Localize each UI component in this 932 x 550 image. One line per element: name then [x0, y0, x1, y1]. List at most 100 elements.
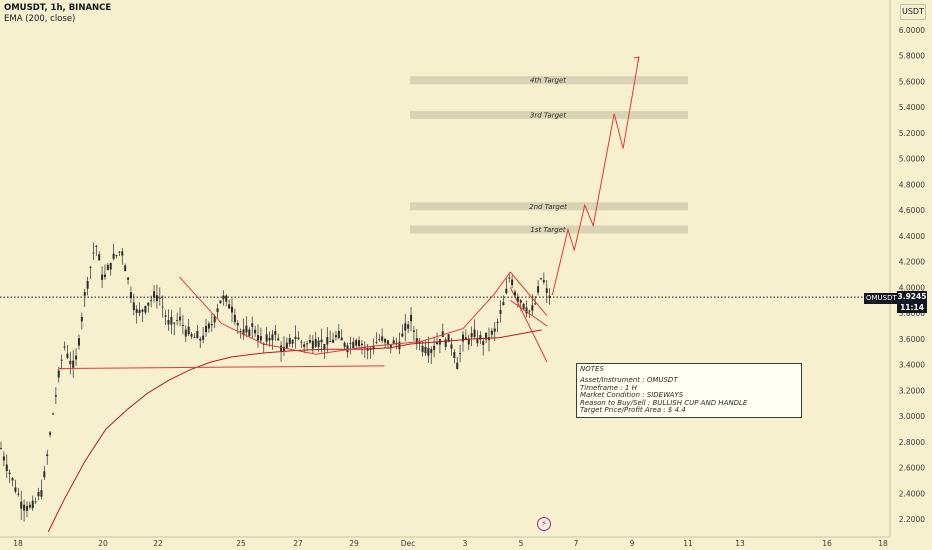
candle-body — [92, 252, 95, 254]
candle-body — [5, 464, 8, 472]
candle-body — [115, 255, 118, 257]
price-tick-label: 3.6000 — [899, 335, 925, 344]
candle-body — [528, 310, 531, 312]
candle-body — [51, 413, 54, 415]
target-zone[interactable] — [410, 76, 688, 85]
candle-body — [210, 323, 213, 326]
candle-body — [184, 329, 187, 337]
time-tick-label: 20 — [98, 539, 108, 548]
target-zone[interactable] — [410, 202, 688, 211]
candle-body — [63, 346, 66, 348]
candle-body — [317, 340, 320, 347]
candle-body — [508, 277, 511, 279]
candle-body — [153, 291, 156, 298]
candle-body — [129, 292, 132, 299]
candle-body — [170, 316, 173, 325]
candle-body — [358, 340, 361, 347]
candle-body — [173, 322, 176, 324]
candle-body — [366, 348, 369, 351]
candle-body — [83, 292, 86, 296]
candle-body — [404, 323, 407, 331]
candle-body — [242, 329, 245, 336]
notes-line: Market Condition : SIDEWAYS — [580, 391, 684, 400]
candle-body — [288, 338, 291, 345]
candle-body — [282, 346, 285, 351]
candle-body — [534, 303, 537, 305]
target-label: 1st Target — [530, 226, 566, 234]
candle-body — [459, 353, 462, 355]
candle-body — [479, 335, 482, 340]
candle-body — [291, 339, 294, 344]
candle-body — [141, 309, 144, 312]
candle-body — [98, 254, 101, 261]
lightning-icon[interactable]: ⚡ — [537, 517, 551, 531]
candle-body — [516, 296, 519, 302]
price-tick-label: 2.2000 — [899, 515, 925, 524]
candle-body — [0, 448, 2, 450]
target-zone[interactable] — [410, 225, 688, 234]
candle-body — [66, 353, 69, 358]
candle-body — [464, 337, 467, 341]
notes-line: Target Price/Profit Area : $ 4.4 — [580, 406, 686, 415]
candle-body — [531, 305, 534, 311]
price-tick-label: 5.2000 — [899, 129, 925, 138]
candle-body — [395, 342, 398, 344]
target-zone[interactable] — [410, 110, 688, 119]
price-tick-label: 2.8000 — [899, 438, 925, 447]
candle-body — [121, 251, 124, 256]
indicator-label[interactable]: EMA (200, close) — [4, 14, 76, 24]
notes-line: Asset/Instrument : OMUSDT — [580, 376, 678, 385]
candle-body — [539, 278, 542, 280]
candle-body — [349, 343, 352, 344]
candle-body — [259, 336, 262, 341]
candle-body — [545, 288, 548, 293]
candle-body — [436, 342, 439, 345]
price-tick-label: 2.4000 — [899, 489, 925, 498]
candle-body — [363, 347, 366, 349]
candle-body — [17, 493, 20, 495]
candle-body — [256, 335, 259, 341]
candle-body — [207, 323, 210, 329]
price-tick-label: 6.0000 — [899, 26, 925, 35]
candle-body — [308, 340, 311, 343]
candle-body — [118, 251, 121, 253]
time-tick-label: 29 — [349, 539, 359, 548]
candle-body — [329, 341, 332, 343]
cup-base-line — [58, 365, 385, 369]
candle-body — [77, 338, 80, 346]
candle-body — [490, 330, 493, 335]
cup-curve-drawing — [179, 271, 511, 355]
price-tick-label: 5.6000 — [899, 77, 925, 86]
candle-body — [43, 471, 46, 478]
candle-body — [144, 306, 147, 313]
candle-body — [54, 395, 57, 397]
candle-body — [28, 504, 31, 508]
candle-body — [496, 321, 499, 323]
candle-body — [513, 291, 516, 296]
candle-body — [86, 280, 89, 289]
candle-body — [106, 264, 109, 271]
candle-body — [311, 340, 314, 349]
candle-body — [441, 331, 444, 337]
candle-body — [332, 339, 335, 343]
time-tick-label: 22 — [153, 539, 163, 548]
candle-body — [112, 253, 115, 259]
notes-box[interactable]: NOTES Asset/Instrument : OMUSDT Timefram… — [576, 363, 802, 418]
candle-body — [542, 280, 545, 283]
candle-body — [164, 315, 167, 317]
candle-body — [334, 335, 337, 338]
candle-body — [80, 317, 83, 322]
price-tick-label: 4.6000 — [899, 206, 925, 215]
candle-body — [407, 324, 410, 329]
candle-body — [421, 345, 424, 353]
handle-mid-line — [510, 299, 548, 327]
candle-body — [300, 341, 303, 343]
currency-button[interactable]: USDT — [900, 4, 926, 20]
candle-body — [95, 246, 98, 248]
projection-arrowhead — [633, 56, 640, 63]
bar-countdown: 11:14 — [900, 303, 924, 312]
candle-body — [277, 338, 280, 341]
candle-body — [412, 330, 415, 332]
candle-body — [274, 331, 277, 335]
